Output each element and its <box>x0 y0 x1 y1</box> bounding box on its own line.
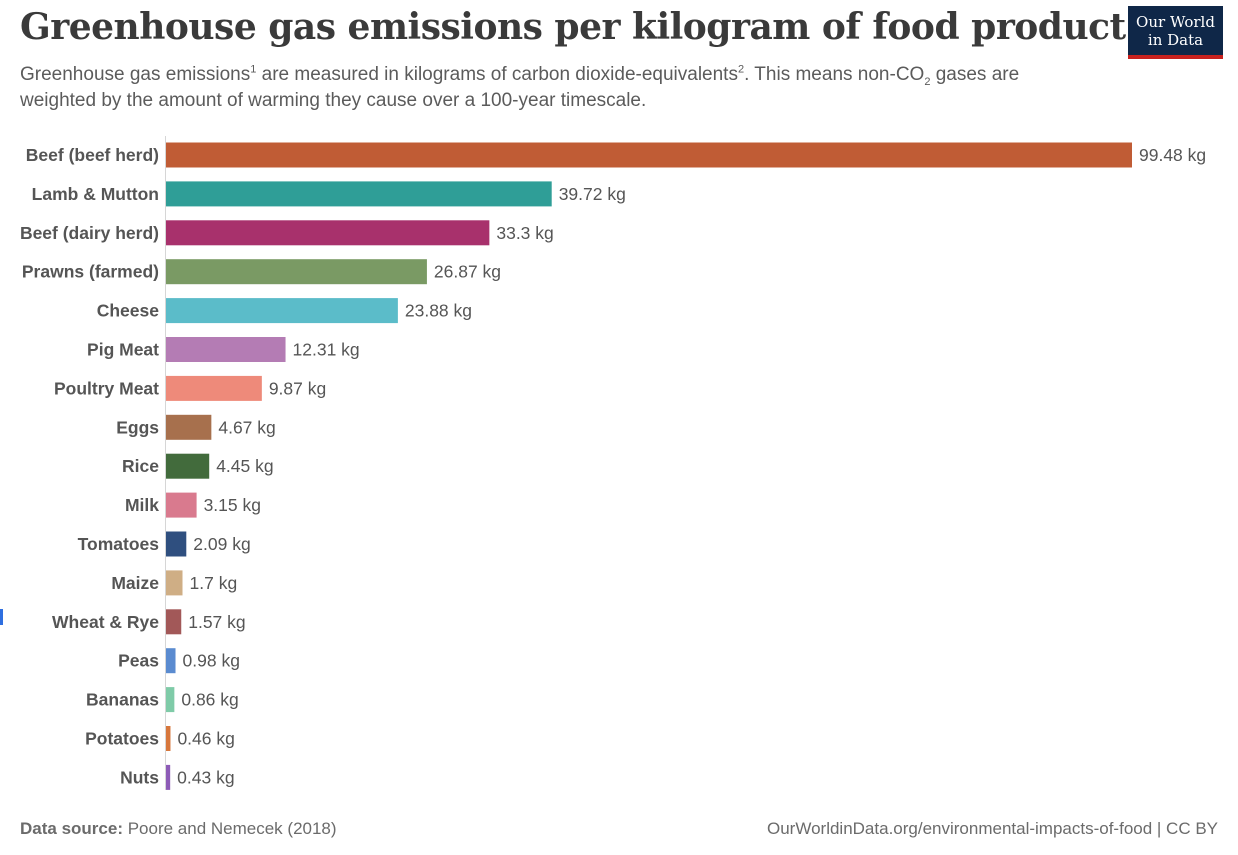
bar[interactable] <box>166 259 427 285</box>
bar[interactable] <box>166 142 1132 168</box>
bar[interactable] <box>166 687 175 713</box>
data-source-text: Poore and Nemecek (2018) <box>122 819 337 838</box>
category-label: Lamb & Mutton <box>32 184 159 204</box>
bar[interactable] <box>166 453 210 479</box>
logo-line-1: Our World <box>1136 13 1215 31</box>
logo-line-2: in Data <box>1147 31 1204 49</box>
value-label: 33.3 kg <box>496 223 553 243</box>
value-label: 0.98 kg <box>183 651 240 671</box>
bar[interactable] <box>166 220 490 246</box>
owid-logo[interactable]: Our World in Data <box>1128 6 1223 59</box>
bar[interactable] <box>166 726 171 751</box>
value-label: 12.31 kg <box>293 340 360 360</box>
value-label: 4.67 kg <box>218 417 275 437</box>
category-label: Cheese <box>97 301 160 321</box>
bar[interactable] <box>166 492 197 518</box>
value-label: 2.09 kg <box>193 534 250 554</box>
chart-title: Greenhouse gas emissions per kilogram of… <box>20 6 1126 48</box>
category-label: Maize <box>111 573 159 593</box>
value-label: 9.87 kg <box>269 378 326 398</box>
value-label: 3.15 kg <box>204 495 261 515</box>
category-label: Wheat & Rye <box>52 612 159 632</box>
bar[interactable] <box>166 298 398 324</box>
category-label: Milk <box>125 495 159 515</box>
category-label: Eggs <box>116 417 159 437</box>
category-label: Nuts <box>120 767 159 787</box>
category-label: Bananas <box>86 690 159 710</box>
value-label: 0.86 kg <box>181 690 238 710</box>
bar[interactable] <box>166 764 171 790</box>
category-label: Potatoes <box>85 729 159 749</box>
subtitle-text-2: are measured in kilograms of carbon diox… <box>256 64 738 85</box>
category-label: Beef (dairy herd) <box>20 223 159 243</box>
bars-group: Beef (beef herd) 99.48 kg Lamb & Mutton 39.… <box>20 142 1206 790</box>
source-url-link[interactable]: OurWorldinData.org/environmental-impacts… <box>767 819 1218 838</box>
footnote-2-marker[interactable]: 2 <box>737 63 745 76</box>
category-label: Pig Meat <box>87 340 159 360</box>
subtitle-text-4: gases are weighted by the amount of warm… <box>20 64 1020 111</box>
bar[interactable] <box>166 337 286 362</box>
bar[interactable] <box>166 414 212 440</box>
value-label: 39.72 kg <box>559 184 626 204</box>
data-source: Data source: Poore and Nemecek (2018) <box>20 819 337 839</box>
value-label: 1.7 kg <box>190 573 238 593</box>
value-label: 99.48 kg <box>1139 145 1206 165</box>
subtitle-subscript: 2 <box>924 75 931 88</box>
bar[interactable] <box>166 609 182 635</box>
data-source-label: Data source: <box>20 819 123 838</box>
category-label: Poultry Meat <box>54 378 159 398</box>
category-label: Peas <box>118 651 159 671</box>
value-label: 26.87 kg <box>434 262 501 282</box>
value-label: 0.46 kg <box>177 729 234 749</box>
category-label: Prawns (farmed) <box>22 262 159 282</box>
footnote-1-marker[interactable]: 1 <box>250 63 257 76</box>
category-label: Tomatoes <box>78 534 160 554</box>
bar[interactable] <box>166 181 552 207</box>
bar[interactable] <box>166 570 183 596</box>
subtitle-text-3: . This means non-CO <box>744 64 925 85</box>
value-label: 1.57 kg <box>188 612 245 632</box>
bar[interactable] <box>166 648 176 674</box>
bar[interactable] <box>166 375 262 401</box>
edge-marker <box>0 609 3 625</box>
category-label: Rice <box>122 456 159 476</box>
subtitle-text-1: Greenhouse gas emissions <box>20 64 251 85</box>
value-label: 4.45 kg <box>216 456 273 476</box>
value-label: 0.43 kg <box>177 767 234 787</box>
chart-subtitle: Greenhouse gas emissions1 are measured i… <box>20 62 1080 114</box>
bar[interactable] <box>166 531 187 557</box>
value-label: 23.88 kg <box>405 301 472 321</box>
category-label: Beef (beef herd) <box>26 145 159 165</box>
